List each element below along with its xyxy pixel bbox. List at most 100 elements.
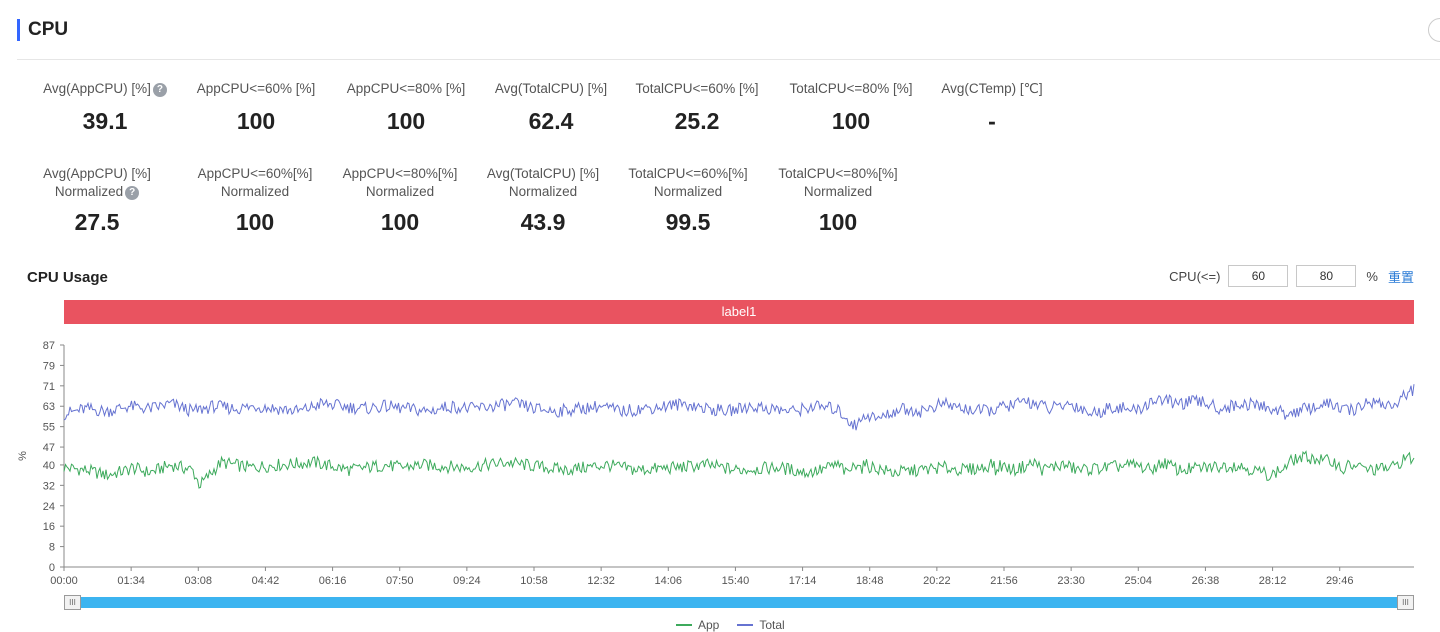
x-tick-label: 14:06 — [655, 575, 683, 587]
legend-label: App — [698, 618, 720, 632]
y-tick-label: 55 — [43, 422, 55, 434]
slider-handle-left[interactable]: III — [64, 595, 81, 610]
y-tick-label: 79 — [43, 360, 55, 372]
legend-swatch-app — [676, 624, 692, 626]
metric-sublabel: Normalized — [54, 184, 124, 199]
help-button[interactable] — [1428, 18, 1440, 42]
metric-avg-totalcpu: Avg(TotalCPU) [%] 62.4 — [476, 80, 626, 135]
zoom-slider[interactable]: III III — [64, 595, 1414, 610]
x-tick-label: 17:14 — [789, 575, 817, 587]
metric-label: TotalCPU<=80% [%] — [789, 81, 913, 96]
x-tick-label: 15:40 — [722, 575, 750, 587]
series-line-app — [63, 450, 1415, 489]
y-tick-label: 63 — [43, 401, 55, 413]
metric-value: 39.1 — [82, 108, 128, 134]
metric-value: 100 — [818, 209, 858, 235]
cpu-usage-chart[interactable]: 0 8 16 24 32 40 47 55 63 71 79 87% 00:00 01:34 03:08 04… — [0, 335, 1440, 590]
metric-sublabel: Normalized — [803, 184, 873, 199]
slider-track[interactable] — [70, 597, 1408, 608]
metric-sublabel: Normalized — [653, 184, 723, 199]
y-tick-label: 47 — [43, 442, 55, 454]
metric-label: TotalCPU<=80%[%] — [778, 166, 898, 181]
metric-value: 100 — [831, 108, 871, 134]
accent-bar — [17, 19, 20, 41]
metric-value: 100 — [236, 108, 276, 134]
x-tick-label: 04:42 — [252, 575, 280, 587]
threshold-input-1[interactable]: 60 — [1228, 265, 1289, 287]
metric-avg-ctemp: Avg(CTemp) [℃] - — [917, 80, 1067, 135]
metric-value: 100 — [380, 209, 420, 235]
x-tick-label: 12:32 — [587, 575, 615, 587]
x-tick-label: 07:50 — [386, 575, 414, 587]
metric-label: Avg(TotalCPU) [%] — [486, 166, 600, 181]
divider — [17, 59, 1440, 60]
x-tick-label: 26:38 — [1192, 575, 1220, 587]
x-tick-label: 09:24 — [453, 575, 481, 587]
x-tick-label: 03:08 — [185, 575, 213, 587]
metric-label: AppCPU<=80%[%] — [342, 166, 458, 181]
slider-handle-right[interactable]: III — [1397, 595, 1414, 610]
x-tick-label: 28:12 — [1259, 575, 1287, 587]
y-tick-label: 24 — [43, 501, 55, 513]
metric-sublabel: Normalized — [220, 184, 290, 199]
x-tick-label: 00:00 — [50, 575, 78, 587]
metric-value: 100 — [235, 209, 275, 235]
x-tick-label: 29:46 — [1326, 575, 1354, 587]
x-tick-label: 25:04 — [1125, 575, 1153, 587]
y-axis-title: % — [17, 451, 29, 461]
metric-value: 25.2 — [674, 108, 720, 134]
metric-label: Avg(CTemp) [℃] — [941, 81, 1043, 96]
metric-avg-totalcpu-normalized: Avg(TotalCPU) [%] Normalized 43.9 — [468, 165, 618, 236]
x-tick-label: 01:34 — [117, 575, 145, 587]
section-title: CPU — [28, 19, 69, 40]
section-header: CPU — [17, 17, 68, 43]
legend-label: Total — [759, 618, 785, 632]
metric-totalcpu-60: TotalCPU<=60% [%] 25.2 — [622, 80, 772, 135]
metric-label: Avg(AppCPU) [%] — [43, 166, 151, 181]
metric-value: 62.4 — [528, 108, 574, 134]
y-tick-label: 71 — [43, 381, 55, 393]
x-tick-label: 18:48 — [856, 575, 884, 587]
metric-label: AppCPU<=60%[%] — [197, 166, 313, 181]
cpu-threshold-label: CPU(<=) — [1169, 268, 1221, 284]
chart-legend: App Total — [676, 618, 803, 632]
metric-value: 100 — [386, 108, 426, 134]
metric-totalcpu-80: TotalCPU<=80% [%] 100 — [776, 80, 926, 135]
metric-value: - — [988, 108, 996, 134]
legend-swatch-total — [737, 624, 754, 626]
y-tick-label: 87 — [43, 340, 55, 352]
metric-appcpu-80: AppCPU<=80% [%] 100 — [331, 80, 481, 135]
y-tick-label: 16 — [43, 521, 55, 533]
x-tick-label: 21:56 — [990, 575, 1018, 587]
metric-label: Avg(TotalCPU) [%] — [494, 81, 608, 96]
x-tick-label: 23:30 — [1057, 575, 1085, 587]
x-tick-label: 20:22 — [923, 575, 951, 587]
reset-link[interactable]: 重置 — [1387, 269, 1414, 285]
y-tick-label: 32 — [43, 480, 55, 492]
metric-value: 99.5 — [665, 209, 711, 235]
label-bar[interactable]: label1 — [64, 300, 1414, 324]
x-tick-label: 10:58 — [520, 575, 548, 587]
metric-sublabel: Normalized — [508, 184, 578, 199]
series-line-total — [63, 384, 1415, 431]
metric-value: 43.9 — [520, 209, 566, 235]
metric-label: AppCPU<=80% [%] — [346, 81, 466, 96]
metric-sublabel: Normalized — [365, 184, 435, 199]
question-icon[interactable]: ? — [152, 83, 167, 97]
legend-item-app[interactable]: App — [676, 618, 719, 632]
cpu-usage-title: CPU Usage — [27, 269, 108, 286]
y-tick-label: 8 — [49, 542, 55, 554]
metric-avg-appcpu-normalized: Avg(AppCPU) [%] Normalized? 27.5 — [22, 165, 172, 236]
metric-avg-appcpu: Avg(AppCPU) [%]? 39.1 — [30, 80, 180, 135]
cpu-threshold-controls: CPU(<=) 60 80 % 重置 — [1169, 265, 1414, 287]
metric-totalcpu-60-normalized: TotalCPU<=60%[%] Normalized 99.5 — [613, 165, 763, 236]
y-tick-label: 40 — [43, 460, 55, 472]
metric-totalcpu-80-normalized: TotalCPU<=80%[%] Normalized 100 — [763, 165, 913, 236]
x-tick-label: 06:16 — [319, 575, 347, 587]
metric-appcpu-60-normalized: AppCPU<=60%[%] Normalized 100 — [180, 165, 330, 236]
metric-appcpu-80-normalized: AppCPU<=80%[%] Normalized 100 — [325, 165, 475, 236]
percent-unit: % — [1366, 268, 1378, 284]
legend-item-total[interactable]: Total — [737, 618, 785, 632]
threshold-input-2[interactable]: 80 — [1296, 265, 1357, 287]
question-icon[interactable]: ? — [125, 186, 140, 200]
